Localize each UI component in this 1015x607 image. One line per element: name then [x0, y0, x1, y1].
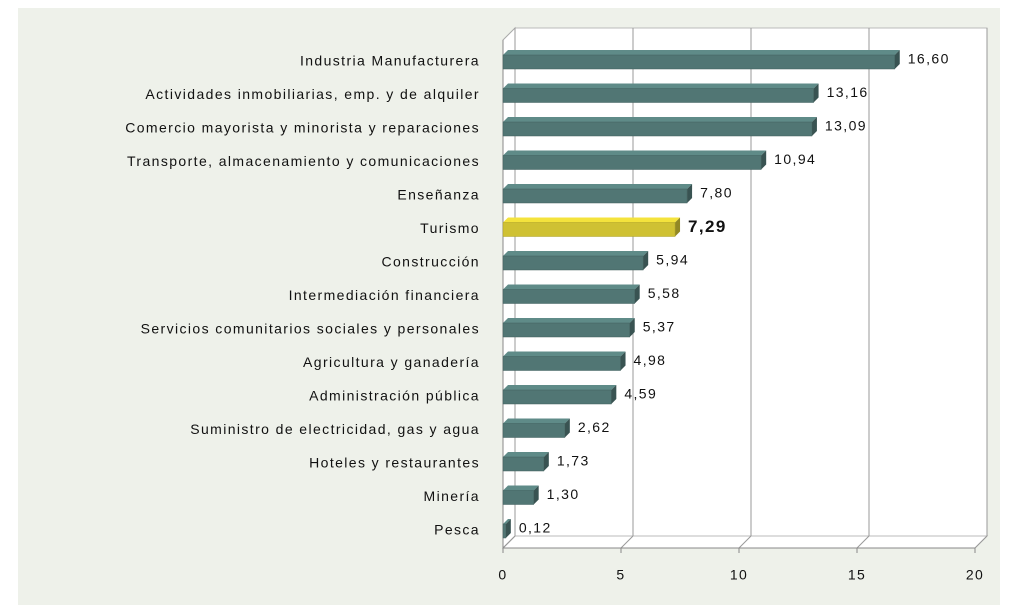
value-label: 1,73 — [557, 453, 590, 469]
grid-line — [856, 535, 870, 549]
value-label: 13,09 — [825, 118, 867, 134]
value-label: 5,94 — [656, 252, 689, 268]
bar — [502, 222, 676, 237]
bar-top — [503, 284, 640, 290]
bar-top — [503, 418, 570, 424]
bar-top — [503, 83, 819, 89]
bar — [502, 88, 814, 103]
bar-end — [629, 318, 635, 337]
category-label: Actividades inmobiliarias, emp. y de alq… — [145, 86, 480, 102]
bar-end — [761, 150, 767, 170]
category-label: Administración pública — [309, 388, 480, 404]
grid-line — [502, 535, 516, 549]
bar-top — [503, 519, 511, 524]
category-label: Construcción — [381, 254, 480, 270]
bar-top — [503, 351, 626, 357]
bar — [502, 356, 621, 371]
category-label: Intermediación financiera — [289, 287, 480, 303]
bar-top — [503, 117, 817, 122]
value-label: 13,16 — [827, 84, 869, 100]
bar-end — [813, 83, 819, 103]
bar — [502, 322, 630, 338]
category-label: Comercio mayorista y minorista y reparac… — [125, 120, 480, 136]
grid-line — [620, 535, 634, 549]
x-tick-label: 10 — [730, 567, 748, 583]
bar-end — [533, 485, 539, 505]
value-label: 10,94 — [774, 151, 816, 167]
value-label: 4,98 — [634, 352, 667, 368]
x-tick-label: 15 — [848, 567, 866, 583]
bar-end — [611, 385, 617, 404]
bar-end — [894, 50, 900, 69]
category-label: Industria Manufacturera — [300, 53, 480, 69]
bar — [502, 490, 534, 505]
bar-top — [503, 385, 617, 390]
category-label: Hoteles y restaurantes — [309, 455, 480, 471]
x-tick-label: 0 — [498, 567, 507, 583]
category-label: Agricultura y ganadería — [303, 354, 480, 370]
bar — [502, 54, 896, 70]
bar — [502, 188, 688, 204]
bar-end — [811, 117, 817, 136]
category-label: Minería — [424, 488, 480, 504]
category-label: Turismo — [420, 220, 480, 236]
bar-top — [503, 150, 767, 156]
grid-line — [974, 535, 988, 549]
value-label: 7,80 — [700, 185, 733, 201]
bar — [502, 255, 644, 271]
category-label: Enseñanza — [397, 187, 480, 203]
bar-end — [564, 418, 570, 438]
bar — [502, 155, 762, 170]
value-label: 1,30 — [547, 486, 580, 502]
category-label: Transporte, almacenamiento y comunicacio… — [127, 153, 480, 169]
value-label: 7,29 — [688, 217, 727, 236]
category-label: Servicios comunitarios sociales y person… — [141, 321, 480, 337]
value-label: 4,59 — [624, 386, 657, 402]
value-label: 0,12 — [519, 520, 552, 536]
bar-end — [634, 284, 640, 304]
bar-top — [503, 217, 681, 223]
x-tick-label: 20 — [966, 567, 984, 583]
bar-end — [543, 452, 549, 471]
value-label: 16,60 — [908, 51, 950, 67]
category-label: Suministro de electricidad, gas y agua — [190, 421, 480, 437]
bar — [502, 121, 813, 137]
bar-top — [503, 318, 635, 323]
bar-end — [687, 184, 693, 203]
bar-end — [505, 519, 511, 538]
bar-top — [503, 50, 900, 55]
grid-line — [738, 535, 752, 549]
category-label: Pesca — [434, 522, 480, 538]
bar — [502, 289, 635, 304]
bar-top — [503, 251, 649, 256]
bar-top — [503, 485, 539, 491]
bar — [502, 389, 612, 405]
bar — [502, 456, 545, 472]
bar-top — [503, 452, 549, 457]
x-tick-label: 5 — [616, 567, 625, 583]
bar-end — [620, 351, 626, 371]
value-label: 2,62 — [578, 419, 611, 435]
value-label: 5,58 — [648, 285, 681, 301]
bar-end — [675, 217, 681, 237]
value-label: 5,37 — [643, 319, 676, 335]
bar-top — [503, 184, 693, 189]
bar-end — [643, 251, 649, 270]
bar — [502, 423, 566, 438]
bar — [502, 523, 507, 539]
